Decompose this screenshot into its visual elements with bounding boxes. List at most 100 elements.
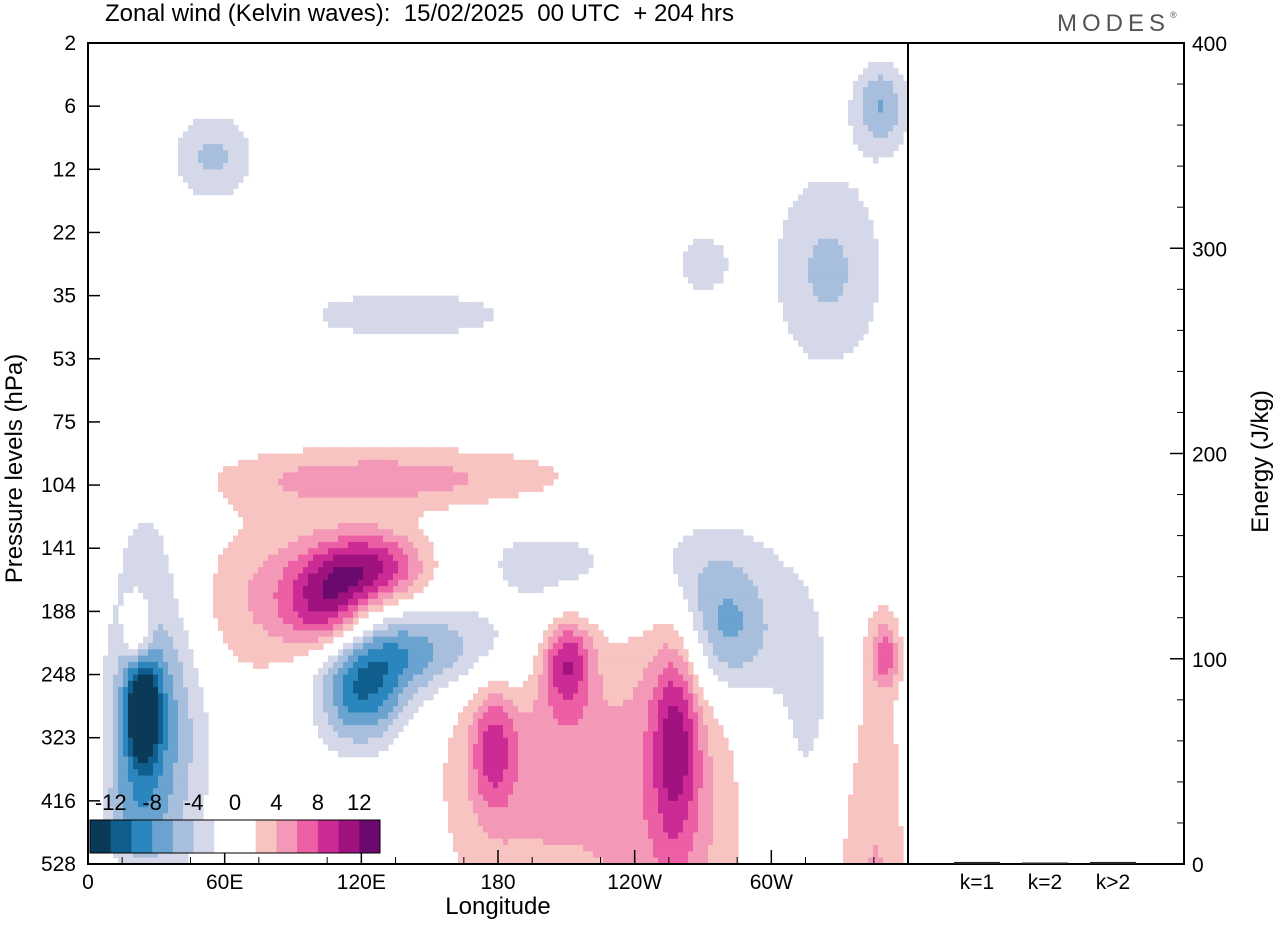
heatmap-cell xyxy=(258,548,264,556)
heatmap-cell xyxy=(408,630,414,638)
heatmap-cell xyxy=(308,605,314,612)
heatmap-cell xyxy=(128,731,134,739)
heatmap-cell xyxy=(543,630,549,638)
heatmap-cell xyxy=(483,649,489,657)
heatmap-cell xyxy=(288,605,294,612)
heatmap-cell xyxy=(743,586,749,594)
heatmap-cell xyxy=(298,592,304,600)
heatmap-cell xyxy=(868,687,874,695)
heatmap-cell xyxy=(318,712,324,720)
heatmap-cell xyxy=(533,485,539,492)
heatmap-cell xyxy=(458,466,464,474)
heatmap-cell xyxy=(593,642,599,650)
heatmap-cell xyxy=(418,320,424,328)
heatmap-cell xyxy=(203,175,209,183)
heatmap-cell xyxy=(113,718,119,726)
heatmap-cell xyxy=(263,642,269,650)
heatmap-cell xyxy=(843,245,849,253)
heatmap-cell xyxy=(873,674,879,682)
heatmap-cell xyxy=(158,712,164,720)
heatmap-cell xyxy=(768,630,774,638)
heatmap-cell xyxy=(723,535,729,543)
heatmap-cell xyxy=(783,308,789,316)
heatmap-cell xyxy=(653,725,659,732)
heatmap-cell xyxy=(503,744,509,751)
heatmap-cell xyxy=(428,693,434,701)
heatmap-cell xyxy=(828,181,834,189)
heatmap-cell xyxy=(173,718,179,726)
heatmap-cell xyxy=(868,624,874,631)
heatmap-cell xyxy=(413,320,419,328)
heatmap-cell xyxy=(158,560,164,568)
heatmap-cell xyxy=(443,636,449,644)
heatmap-cell xyxy=(468,718,474,726)
heatmap-cell xyxy=(458,731,464,739)
heatmap-cell xyxy=(363,504,369,511)
heatmap-cell xyxy=(693,680,699,688)
heatmap-cell xyxy=(213,118,219,126)
heatmap-cell xyxy=(673,693,679,701)
heatmap-cell xyxy=(323,560,329,568)
heatmap-cell xyxy=(368,510,374,518)
heatmap-cell xyxy=(103,712,109,720)
heatmap-cell xyxy=(413,529,419,537)
heatmap-cell xyxy=(478,642,484,650)
heatmap-cell xyxy=(318,611,324,619)
heatmap-cell xyxy=(738,579,744,587)
heatmap-cell xyxy=(363,630,369,638)
heatmap-cell xyxy=(473,314,479,322)
heatmap-cell xyxy=(373,314,379,322)
heatmap-cell xyxy=(768,624,774,631)
heatmap-cell xyxy=(783,282,789,290)
heatmap-cell xyxy=(438,661,444,669)
heatmap-cell xyxy=(508,548,514,556)
heatmap-cell xyxy=(393,497,399,505)
heatmap-cell xyxy=(533,541,539,549)
heatmap-cell xyxy=(623,642,629,650)
heatmap-cell xyxy=(878,655,884,663)
heatmap-cell xyxy=(218,188,224,196)
heatmap-cell xyxy=(753,617,759,625)
heatmap-cell xyxy=(563,560,569,568)
heatmap-cell xyxy=(393,567,399,575)
heatmap-cell xyxy=(323,737,329,745)
heatmap-cell xyxy=(448,674,454,682)
heatmap-cell xyxy=(443,459,449,467)
heatmap-cell xyxy=(573,624,579,631)
heatmap-cell xyxy=(413,693,419,701)
heatmap-cell xyxy=(868,137,874,145)
heatmap-cell xyxy=(218,125,224,133)
heatmap-cell xyxy=(578,674,584,682)
heatmap-cell xyxy=(308,510,314,518)
heatmap-cell xyxy=(228,636,234,644)
heatmap-cell xyxy=(718,541,724,549)
heatmap-cell xyxy=(473,478,479,486)
heatmap-cell xyxy=(108,649,114,657)
heatmap-cell xyxy=(878,661,884,669)
heatmap-cell xyxy=(703,598,709,606)
heatmap-cell xyxy=(738,649,744,657)
heatmap-cell xyxy=(153,554,159,562)
heatmap-cell xyxy=(478,459,484,467)
heatmap-cell xyxy=(428,497,434,505)
heatmap-cell xyxy=(898,661,904,669)
heatmap-cell xyxy=(643,699,649,707)
heatmap-cell xyxy=(428,649,434,657)
heatmap-cell xyxy=(238,592,244,600)
heatmap-cell xyxy=(353,485,359,492)
heatmap-cell xyxy=(218,144,224,151)
heatmap-cell xyxy=(753,573,759,581)
heatmap-cell xyxy=(183,674,189,682)
heatmap-cell xyxy=(143,737,149,745)
heatmap-cell xyxy=(383,327,389,335)
heatmap-cell xyxy=(198,181,204,189)
heatmap-cell xyxy=(333,516,339,524)
heatmap-cell xyxy=(323,725,329,732)
heatmap-cell xyxy=(783,219,789,227)
heatmap-cell xyxy=(678,642,684,650)
heatmap-cell xyxy=(383,485,389,492)
heatmap-cell xyxy=(188,699,194,707)
heatmap-cell xyxy=(423,320,429,328)
heatmap-cell xyxy=(798,327,804,335)
heatmap-cell xyxy=(383,522,389,530)
